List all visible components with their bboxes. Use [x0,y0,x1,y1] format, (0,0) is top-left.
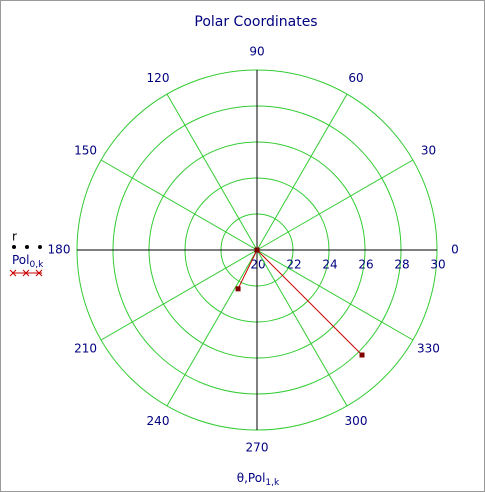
angle-tick-label: 270 [246,441,269,455]
x-label-text: θ,Pol [237,471,266,485]
angle-tick-label: 60 [348,71,363,85]
r-tick-label: 22 [286,258,301,272]
grid-spoke [166,249,258,407]
legend-subscript: 0,k [29,260,44,270]
r-tick-label: 30 [430,258,445,272]
point-marker [235,286,241,292]
grid-spoke [256,249,414,341]
legend-dots [12,245,42,249]
grid-spoke [100,249,258,341]
r-tick-label: 28 [394,258,409,272]
grid-spoke [100,159,258,251]
grid-spoke [256,249,348,407]
x-label-subscript: 1,k [265,478,280,488]
angle-tick-label: 90 [249,45,264,59]
legend-crosses [9,269,43,277]
legend-label: r [12,230,17,244]
chart-title: Polar Coordinates [194,14,317,30]
angle-tick-label: 330 [417,342,440,356]
angle-tick-label: 240 [147,414,170,428]
r-tick-label: 24 [322,258,337,272]
angle-tick-label: 180 [48,243,71,257]
grid-spoke [256,159,414,251]
angle-tick-label: 0 [451,243,459,257]
legend-label: Pol0,k [12,253,44,270]
grid-spoke [166,93,258,251]
x-axis-label: θ,Pol1,k [237,471,280,488]
point-marker [254,247,260,253]
angle-tick-label: 210 [74,342,97,356]
angle-tick-label: 150 [74,144,97,158]
r-tick-label: 20 [250,258,265,272]
legend-text: Pol [12,253,29,267]
angle-tick-label: 300 [345,414,368,428]
point-marker [359,352,365,358]
angle-tick-label: 30 [421,144,436,158]
angle-tick-label: 120 [147,71,170,85]
r-tick-label: 26 [358,258,373,272]
grid-spoke [256,93,348,251]
